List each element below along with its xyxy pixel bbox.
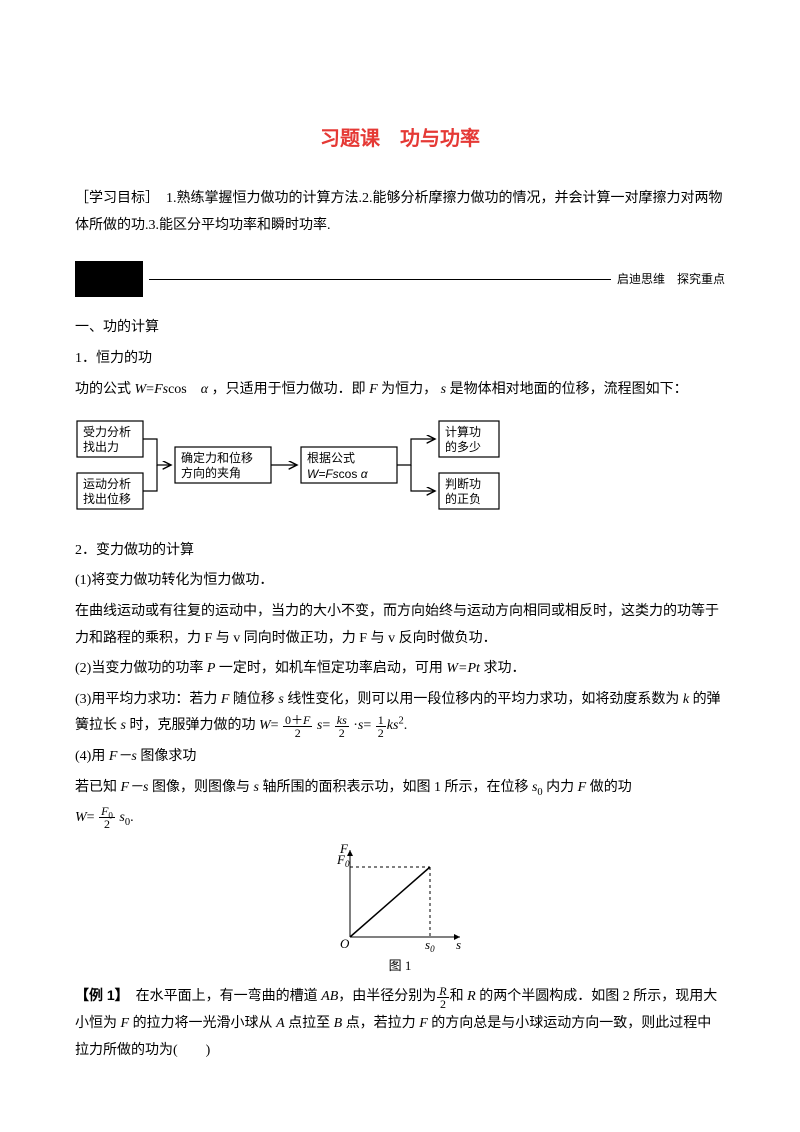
svg-text:W=Fscos α: W=Fscos α: [307, 467, 369, 481]
flow-b5b: 的多少: [445, 439, 481, 454]
flow-b3a: 确定力和位移: [181, 450, 253, 465]
var-B: B: [334, 1016, 343, 1031]
var-A: A: [276, 1016, 285, 1031]
text: 和: [450, 989, 468, 1004]
text: 随位移: [229, 692, 278, 707]
var-F: F: [121, 1016, 130, 1031]
text: (2)当变力做功的功率: [75, 661, 207, 676]
flow-b5a: 计算功: [445, 424, 481, 439]
work-formula-line: 功的公式 W=Fscos α ，只适用于恒力做功．即 F 为恒力， s 是物体相…: [75, 377, 725, 404]
svg-text:O: O: [340, 936, 350, 951]
text: (3)用平均力求功：若力: [75, 692, 221, 707]
text: 为恒力，: [381, 382, 437, 397]
text: 内力: [543, 780, 578, 795]
text: 图像求功: [137, 749, 197, 764]
fs-graph-label: F－s: [121, 780, 149, 795]
frac-0F-2: 0＋F2: [283, 714, 312, 739]
var-ks2: ks: [387, 718, 399, 733]
var-s: s: [358, 718, 363, 733]
var-F: F: [369, 382, 378, 397]
eq-WPt: W=Pt: [446, 661, 480, 676]
text: 线性变化，则可以用一段位移内的平均力求功，如将劲度系数为: [284, 692, 683, 707]
section-heading-line: [149, 279, 611, 280]
document-page: 习题课 功与功率 ［学习目标］ 1.熟练掌握恒力做功的计算方法.2.能够分析摩擦…: [0, 0, 800, 1108]
var-F: F: [578, 780, 587, 795]
text: 时，克服弹力做的功: [126, 718, 259, 733]
frac-F0-2: F02: [99, 805, 115, 830]
text: 功的公式: [75, 382, 135, 397]
flow-b2b: 找出位移: [83, 491, 131, 506]
topic-2-heading: 2．变力做功的计算: [75, 538, 725, 565]
work-area-formula: W= F02 s0.: [75, 805, 725, 832]
text: 一定时，如机车恒定功率启动，可用: [215, 661, 446, 676]
var-W: W: [75, 810, 87, 825]
text: 的拉力将一光滑小球从: [129, 1016, 276, 1031]
point-2-3: (3)用平均力求功：若力 F 随位移 s 线性变化，则可以用一段位移内的平均力求…: [75, 687, 725, 740]
var-AB: AB: [321, 989, 338, 1004]
flow-b6a: 判断功: [445, 476, 481, 491]
frac-R-2: R2: [437, 985, 448, 1010]
var-Fs: Fs: [154, 382, 168, 397]
svg-text:F: F: [339, 842, 349, 856]
text: 点，若拉力: [342, 1016, 419, 1031]
flow-b2a: 运动分析: [83, 477, 131, 491]
var-W: W: [135, 382, 147, 397]
work-flowchart: 受力分析 找出力 运动分析 找出位移 确定力和位移 方向的夹角 根据公式 W=F…: [75, 417, 515, 513]
text: 做的功: [586, 780, 632, 795]
figure-1-graph: F0 F O s0 s: [330, 842, 470, 952]
text: 是物体相对地面的位移，流程图如下：: [450, 382, 688, 397]
text: 图像，则图像与: [149, 780, 254, 795]
text: (4)用: [75, 749, 109, 764]
text: 在水平面上，有一弯曲的槽道: [122, 989, 322, 1004]
var-s: s: [317, 718, 322, 733]
var-F: F: [419, 1016, 428, 1031]
example-1-tag: 【例 1】: [75, 987, 122, 1003]
point-2-4-heading: (4)用 F－s 图像求功: [75, 744, 725, 771]
point-2-4-desc: 若已知 F－s 图像，则图像与 s 轴所围的面积表示功，如图 1 所示，在位移 …: [75, 775, 725, 802]
text: 点拉至: [285, 1016, 334, 1031]
text: 若已知: [75, 780, 121, 795]
var-W: W: [259, 718, 271, 733]
text-cos: cos: [168, 382, 187, 397]
flow-b1a: 受力分析: [83, 425, 131, 439]
frac-1-2: 12: [376, 714, 386, 739]
flow-b4a: 根据公式: [307, 451, 355, 465]
section-heading-sub: 启迪思维 探究重点: [617, 268, 725, 291]
learning-objectives: ［学习目标］ 1.熟练掌握恒力做功的计算方法.2.能够分析摩擦力做功的情况，并会…: [75, 186, 725, 239]
example-1: 【例 1】 在水平面上，有一弯曲的槽道 AB，由半径分别为R2和 R 的两个半圆…: [75, 982, 725, 1064]
svg-text:s: s: [456, 937, 461, 952]
figure-1-caption: 图 1: [75, 954, 725, 979]
flow-b3b: 方向的夹角: [181, 465, 241, 480]
section-heading-label: 重点探究: [75, 261, 143, 297]
frac-ks-2: ks2: [335, 714, 349, 739]
text: ，由半径分别为: [338, 989, 436, 1004]
text: ，只适用于恒力做功．即: [212, 382, 370, 397]
flow-b6b: 的正负: [445, 491, 481, 506]
point-2-1: (1)将变力做功转化为恒力做功．: [75, 568, 725, 595]
text: 求功．: [480, 661, 526, 676]
point-2-1-desc: 在曲线运动或有往复的运动中，当力的大小不变，而方向始终与运动方向相同或相反时，这…: [75, 599, 725, 652]
topic-1-heading: 一、功的计算: [75, 315, 725, 342]
var-alpha: α: [201, 382, 208, 397]
point-2-2: (2)当变力做功的功率 P 一定时，如机车恒定功率启动，可用 W=Pt 求功．: [75, 656, 725, 683]
svg-text:s0: s0: [425, 937, 435, 952]
var-s: s: [441, 382, 446, 397]
topic-1-point-1: 1．恒力的功: [75, 346, 725, 373]
fs-graph-label: F－s: [109, 749, 137, 764]
text: 轴所围的面积表示功，如图 1 所示，在位移: [259, 780, 532, 795]
lesson-title: 习题课 功与功率: [75, 120, 725, 158]
var-R: R: [467, 989, 476, 1004]
section-heading-bar: 重点探究 启迪思维 探究重点: [75, 261, 725, 297]
flow-b1b: 找出力: [83, 440, 119, 454]
